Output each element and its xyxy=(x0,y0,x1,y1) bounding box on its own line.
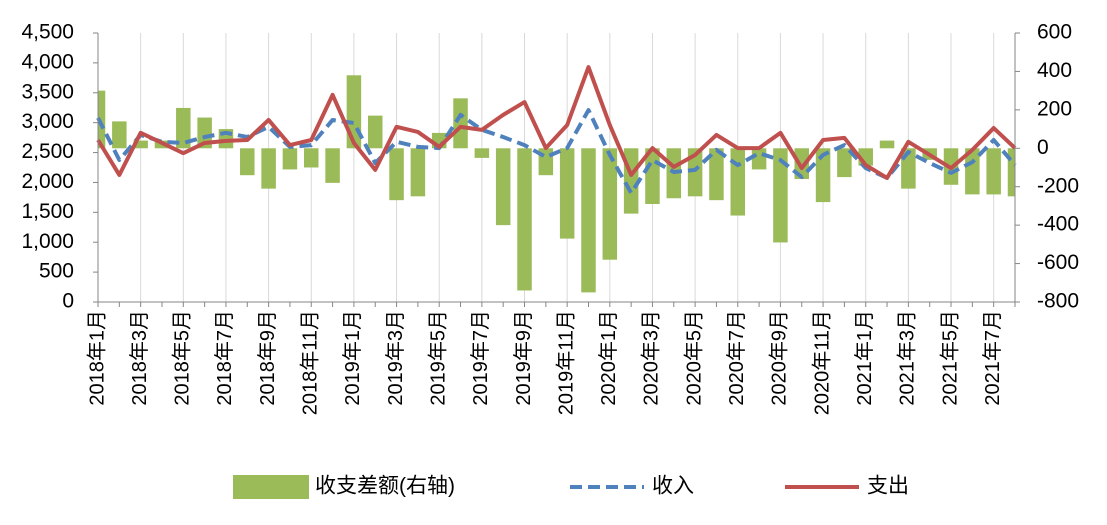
bar xyxy=(133,140,148,149)
x-tick-label: 2019年1月 xyxy=(341,310,364,406)
y2-tick-label: 200 xyxy=(1037,97,1072,120)
x-tick-label: 2019年7月 xyxy=(469,310,492,406)
bar xyxy=(709,148,724,201)
y-tick-label: 3,000 xyxy=(21,110,74,133)
bar xyxy=(474,148,490,158)
bar xyxy=(176,107,191,149)
axes: 2018年1月 2018年3月 2018年5月 2018年7月 2018年9月 2018年… xyxy=(21,21,1079,416)
x-tick-label: 2020年5月 xyxy=(682,310,705,406)
y2-tick-label: 0 xyxy=(1037,136,1049,159)
y2-tick-label: -400 xyxy=(1037,213,1079,236)
x-tick-label: 2020年1月 xyxy=(597,310,620,406)
lines xyxy=(96,65,1017,195)
bar xyxy=(453,98,468,149)
bar xyxy=(98,90,106,149)
x-tick-label: 2018年5月 xyxy=(171,310,194,406)
x-tick-label: 2019年11月 xyxy=(554,310,577,415)
y-tick-label: 500 xyxy=(39,260,74,283)
x-tick-label: 2018年3月 xyxy=(128,310,151,406)
bar xyxy=(517,148,532,291)
bar xyxy=(815,148,831,203)
bar xyxy=(965,148,980,195)
y2-tick-label: 400 xyxy=(1037,59,1072,82)
x-tick-label: 2019年9月 xyxy=(512,310,535,406)
y-tick-label: 1,000 xyxy=(21,230,74,253)
x-tick-label: 2018年7月 xyxy=(213,310,236,406)
bar xyxy=(304,148,319,168)
x-tick-label: 2019年3月 xyxy=(384,310,407,406)
bar xyxy=(751,148,767,170)
bar xyxy=(346,75,362,149)
bar xyxy=(602,148,618,260)
x-tick-label: 2021年1月 xyxy=(853,310,876,406)
bar xyxy=(389,148,404,201)
x-tick-label: 2021年5月 xyxy=(938,310,961,406)
bar xyxy=(687,148,703,197)
y2-tick-label: -800 xyxy=(1037,290,1079,313)
bar xyxy=(261,148,276,189)
bar xyxy=(794,148,809,180)
line xyxy=(96,108,1017,195)
y-tick-label: 1,500 xyxy=(21,200,74,223)
bar xyxy=(410,148,426,197)
bar xyxy=(773,148,788,243)
bar xyxy=(581,148,596,293)
y-tick-label: 4,000 xyxy=(21,50,74,73)
y-tick-label: 0 xyxy=(62,290,74,313)
x-tick-label: 2021年3月 xyxy=(896,310,919,406)
bar xyxy=(367,115,383,149)
bar xyxy=(879,140,895,149)
x-tick-label: 2018年1月 xyxy=(85,310,108,406)
bar xyxy=(197,117,212,149)
legend: 收支差额(右轴) 收入 支出 xyxy=(233,475,909,499)
y-tick-label: 2,000 xyxy=(21,170,74,193)
y-tick-label: 3,500 xyxy=(21,80,74,103)
bar xyxy=(1007,148,1015,197)
y2-tick-label: 600 xyxy=(1037,21,1072,44)
legend-label: 收入 xyxy=(652,475,694,498)
bar xyxy=(495,148,511,226)
x-tick-label: 2020年9月 xyxy=(768,310,791,406)
y2-tick-label: -200 xyxy=(1037,174,1079,197)
y2-tick-label: -600 xyxy=(1037,251,1079,274)
bar xyxy=(837,148,852,178)
bar xyxy=(730,148,746,216)
x-tick-label: 2021年7月 xyxy=(981,310,1004,406)
legend-swatch xyxy=(233,475,309,499)
legend-label: 支出 xyxy=(867,475,909,498)
y-tick-label: 4,500 xyxy=(21,21,74,44)
bar xyxy=(282,148,298,170)
legend-label: 收支差额(右轴) xyxy=(315,475,455,498)
bar xyxy=(986,148,1001,195)
x-tick-label: 2019年5月 xyxy=(426,310,449,406)
bar xyxy=(112,121,127,149)
bar xyxy=(325,148,340,183)
x-tick-label: 2020年7月 xyxy=(725,310,748,406)
bar xyxy=(240,148,255,176)
x-tick-label: 2018年9月 xyxy=(256,310,279,406)
x-tick-label: 2020年11月 xyxy=(810,310,833,415)
bars xyxy=(98,75,1015,293)
x-tick-label: 2020年3月 xyxy=(640,310,663,406)
line xyxy=(96,65,1017,180)
y-tick-label: 2,500 xyxy=(21,140,74,163)
bar xyxy=(559,148,575,239)
x-tick-label: 2018年11月 xyxy=(299,310,322,415)
